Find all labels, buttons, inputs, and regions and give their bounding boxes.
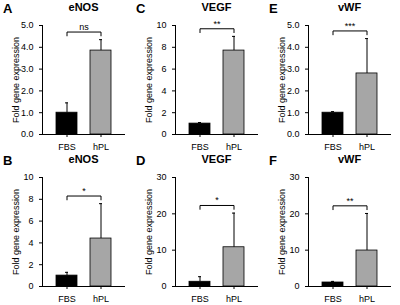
svg-text:**: ** [213, 19, 221, 29]
svg-text:FBS: FBS [191, 142, 209, 152]
svg-text:30: 30 [289, 172, 299, 182]
html-text:eNOS: eNOS [68, 1, 99, 13]
svg-text:5.0: 5.0 [21, 20, 34, 30]
svg-text:1.0: 1.0 [21, 108, 34, 118]
svg-text:hPL: hPL [226, 294, 242, 304]
svg-text:FBS: FBS [191, 294, 209, 304]
svg-text:*: * [215, 195, 219, 205]
svg-text:10: 10 [289, 245, 299, 255]
svg-text:20: 20 [156, 209, 166, 219]
html-text:eNOS: eNOS [68, 153, 99, 165]
html-text:vWF: vWF [337, 1, 362, 13]
svg-text:6: 6 [28, 216, 33, 226]
html-text:E: E [269, 1, 278, 16]
svg-text:hPL: hPL [93, 294, 109, 304]
html-text:C: C [136, 1, 146, 16]
svg-text:0: 0 [161, 281, 166, 291]
svg-text:5.0: 5.0 [287, 20, 300, 30]
svg-text:FBS: FBS [324, 142, 342, 152]
svg-text:Fold gene expression: Fold gene expression [277, 37, 287, 123]
html-text:VEGF: VEGF [201, 1, 232, 13]
svg-text:Fold gene expression: Fold gene expression [11, 37, 21, 123]
svg-text:8: 8 [28, 194, 33, 204]
svg-text:2.0: 2.0 [287, 86, 300, 96]
svg-text:Fold gene expression: Fold gene expression [144, 189, 154, 275]
svg-text:8: 8 [161, 42, 166, 52]
svg-text:6: 6 [161, 64, 166, 74]
html-text:vWF: vWF [337, 153, 362, 165]
svg-text:0: 0 [161, 129, 166, 139]
svg-text:1.0: 1.0 [287, 108, 300, 118]
svg-text:4.0: 4.0 [287, 42, 300, 52]
svg-text:hPL: hPL [359, 142, 375, 152]
svg-text:10: 10 [23, 172, 33, 182]
svg-text:ns: ns [79, 22, 89, 32]
svg-text:Fold gene expression: Fold gene expression [277, 189, 287, 275]
svg-text:10: 10 [156, 245, 166, 255]
svg-text:Fold gene expression: Fold gene expression [144, 37, 154, 123]
html-text:F: F [269, 153, 277, 168]
html-text:B: B [3, 153, 13, 168]
svg-text:0.0: 0.0 [287, 129, 300, 139]
html-text:VEGF: VEGF [201, 153, 232, 165]
svg-text:hPL: hPL [226, 142, 242, 152]
svg-text:10: 10 [156, 20, 166, 30]
svg-text:0.0: 0.0 [21, 129, 34, 139]
svg-text:3.0: 3.0 [21, 64, 34, 74]
svg-text:FBS: FBS [324, 294, 342, 304]
svg-text:20: 20 [289, 209, 299, 219]
svg-text:0: 0 [294, 281, 299, 291]
svg-text:0: 0 [28, 281, 33, 291]
html-text:A: A [3, 1, 13, 16]
svg-text:2: 2 [28, 260, 33, 270]
html-text:D: D [136, 153, 146, 168]
svg-text:3.0: 3.0 [287, 64, 300, 74]
svg-text:2.0: 2.0 [21, 86, 34, 96]
svg-text:hPL: hPL [93, 142, 109, 152]
svg-text:30: 30 [156, 172, 166, 182]
svg-text:4.0: 4.0 [21, 42, 34, 52]
svg-text:Fold gene expression: Fold gene expression [11, 189, 21, 275]
svg-text:hPL: hPL [359, 294, 375, 304]
svg-text:4: 4 [28, 238, 33, 248]
svg-text:FBS: FBS [58, 142, 76, 152]
svg-text:*: * [82, 186, 86, 196]
svg-text:FBS: FBS [58, 294, 76, 304]
svg-text:***: *** [345, 21, 356, 31]
svg-text:**: ** [346, 196, 354, 206]
svg-text:4: 4 [161, 86, 166, 96]
svg-text:2: 2 [161, 108, 166, 118]
